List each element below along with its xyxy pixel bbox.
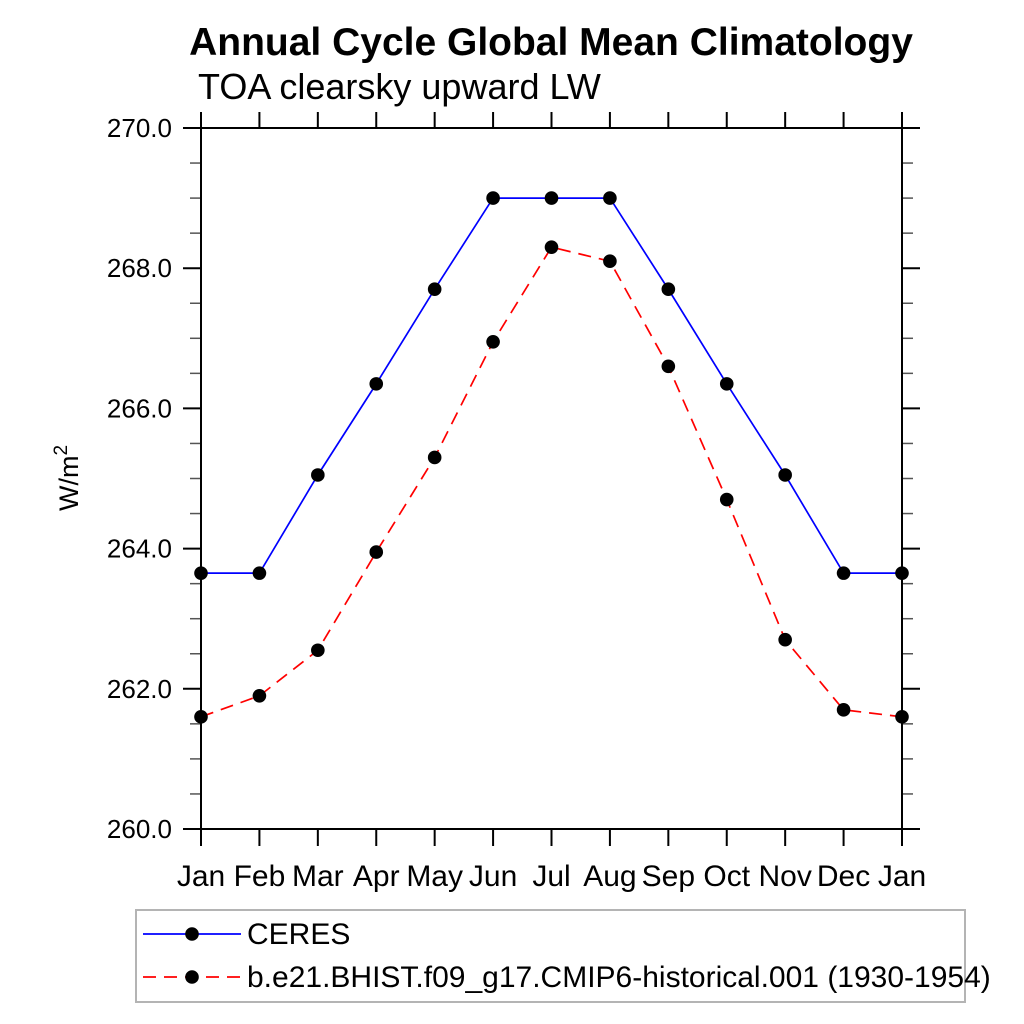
legend-marker	[185, 927, 199, 941]
x-tick-label: Oct	[703, 860, 750, 893]
x-tick-label: Feb	[234, 860, 286, 893]
axis-tick-labels: 260.0 262.0 264.0 266.0 268.0 270.0 Jan Feb Mar A…	[107, 113, 926, 893]
data-point-marker	[544, 191, 559, 205]
y-tick-label: 262.0	[107, 674, 172, 704]
x-tick-label: Jul	[532, 860, 570, 893]
legend-box	[135, 909, 966, 1003]
x-tick-label: Dec	[817, 860, 870, 893]
x-tick-label: Jan	[177, 860, 225, 893]
chart-title: Annual Cycle Global Mean Climatology	[189, 21, 913, 64]
data-point-marker	[252, 689, 267, 703]
data-point-marker	[427, 282, 442, 297]
data-point-marker	[603, 254, 617, 268]
y-tick-label: 266.0	[107, 393, 172, 423]
data-point-marker	[836, 566, 851, 580]
x-tick-label: Apr	[353, 860, 400, 893]
data-point-marker	[486, 191, 500, 205]
y-tick-label: 264.0	[107, 534, 172, 564]
data-point-marker	[778, 632, 792, 647]
y-axis-label-superscript: 2	[51, 445, 72, 456]
data-point-marker	[486, 335, 500, 349]
x-tick-label: Sep	[642, 860, 695, 893]
x-tick-label: Aug	[583, 860, 636, 893]
legend: CERES b.e21.BHIST.f09_g17.CMIP6-historica…	[135, 909, 991, 1003]
x-tick-label: Nov	[758, 860, 811, 893]
data-point-marker	[369, 545, 384, 559]
legend-label: CERES	[247, 918, 350, 951]
y-tick-label: 268.0	[107, 253, 172, 283]
data-point-marker	[661, 359, 676, 374]
data-point-marker	[544, 240, 559, 254]
data-point-marker	[719, 377, 734, 391]
data-point-marker	[369, 377, 384, 391]
data-point-marker	[778, 468, 792, 482]
chart-subtitle: TOA clearsky upward LW	[198, 66, 601, 107]
data-point-marker	[836, 703, 851, 717]
y-tick-label: 270.0	[107, 113, 172, 143]
legend-marker	[185, 970, 199, 984]
data-point-marker	[252, 566, 267, 580]
y-axis-label: W/m2	[51, 445, 84, 511]
x-tick-label: May	[406, 860, 463, 893]
axis-ticks	[183, 112, 920, 846]
plot-frame	[200, 127, 903, 830]
data-point-marker	[719, 492, 734, 507]
series-line-b-e21-bhist-f09-g17-cmip	[200, 246, 903, 718]
data-point-marker	[661, 282, 676, 297]
y-axis-label-base: W/m	[54, 456, 84, 511]
legend-label: b.e21.BHIST.f09_g17.CMIP6-historical.001…	[247, 961, 991, 994]
x-tick-label: Jun	[469, 860, 517, 893]
data-point-marker	[311, 468, 325, 482]
data-point-marker	[311, 643, 325, 658]
x-tick-label: Jan	[878, 860, 926, 893]
data-point-marker	[603, 191, 617, 205]
data-point-marker	[427, 450, 442, 465]
y-tick-label: 260.0	[107, 814, 172, 844]
x-tick-label: Mar	[292, 860, 344, 893]
data-series	[194, 191, 909, 724]
series-line-ceres	[201, 197, 902, 574]
